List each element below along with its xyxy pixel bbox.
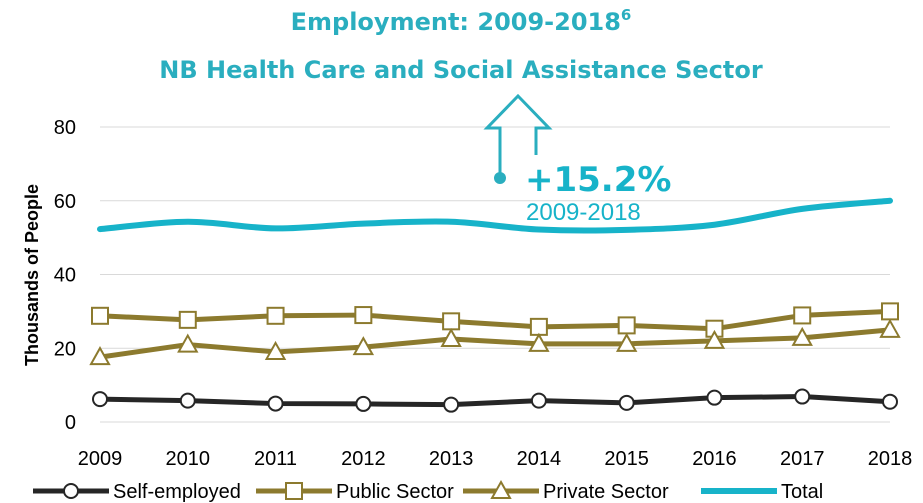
legend-item: Private Sector <box>463 479 669 503</box>
data-point <box>615 332 638 352</box>
chart-subtitle: NB Health Care and Social Assistance Sec… <box>159 56 763 84</box>
y-tick-label: 20 <box>54 338 76 360</box>
data-point <box>882 393 898 410</box>
x-tick-label: 2011 <box>254 448 297 470</box>
data-point <box>177 333 199 353</box>
series-line <box>97 308 893 332</box>
x-tick-label: 2016 <box>692 448 737 470</box>
data-point <box>266 306 285 325</box>
data-point <box>706 389 723 406</box>
data-point <box>529 317 548 336</box>
x-tick-label: 2009 <box>78 448 123 470</box>
legend-item: Public Sector <box>256 481 454 503</box>
up-arrow-icon <box>483 93 553 184</box>
series-private-sector <box>89 318 901 366</box>
y-axis-label: Thousands of People <box>22 184 42 366</box>
data-point <box>63 483 79 499</box>
series-group <box>89 197 901 413</box>
data-point <box>89 346 111 366</box>
data-point <box>617 316 636 335</box>
y-tick-labels: 0 20 40 60 80 <box>54 117 76 434</box>
data-point <box>355 395 372 412</box>
data-point <box>285 482 303 500</box>
data-point <box>443 396 460 413</box>
data-point <box>528 332 550 352</box>
data-point <box>267 395 284 412</box>
x-tick-labels: 2009 2010 2011 2012 2013 2014 2015 2016 2017 2018 <box>78 448 913 470</box>
data-point <box>791 326 813 346</box>
series-total <box>97 197 893 234</box>
data-point <box>352 336 375 356</box>
y-tick-label: 40 <box>54 265 76 287</box>
chart-title: Employment: 2009-20186 <box>291 6 632 36</box>
data-point <box>618 394 635 411</box>
growth-period: 2009-2018 <box>526 199 641 226</box>
data-point <box>881 302 899 321</box>
data-point <box>530 392 547 409</box>
x-tick-label: 2018 <box>868 448 913 470</box>
legend-label: Self-employed <box>113 481 241 503</box>
data-point <box>703 329 726 349</box>
legend-item: Total <box>701 481 823 503</box>
series-line <box>97 394 893 408</box>
x-tick-label: 2013 <box>429 448 474 470</box>
legend-item: Self-employed <box>33 481 241 503</box>
legend-label: Private Sector <box>543 481 669 503</box>
gridlines <box>100 126 890 423</box>
data-point <box>178 310 197 329</box>
data-point <box>440 327 462 348</box>
legend-label: Public Sector <box>336 481 454 503</box>
data-point <box>354 306 373 325</box>
series-line <box>97 197 893 234</box>
x-tick-label: 2015 <box>604 448 649 470</box>
data-point <box>490 479 512 499</box>
y-tick-label: 0 <box>65 412 76 434</box>
x-tick-label: 2017 <box>780 448 825 470</box>
legend-label: Total <box>781 481 823 503</box>
series-line <box>97 327 893 360</box>
data-point <box>794 388 811 405</box>
data-point <box>793 306 812 325</box>
x-tick-label: 2012 <box>341 448 386 470</box>
data-point <box>92 391 108 408</box>
y-tick-label: 60 <box>54 191 76 213</box>
legend: Self-employed Public Sector Private Sector… <box>33 479 823 503</box>
data-point <box>179 392 196 409</box>
x-tick-label: 2014 <box>517 448 562 470</box>
data-point <box>264 340 287 360</box>
data-point <box>91 306 109 325</box>
data-point <box>442 312 461 331</box>
y-tick-label: 80 <box>54 117 76 139</box>
series-self-employed <box>92 388 898 413</box>
growth-percent: +15.2% <box>525 160 671 200</box>
series-public-sector <box>91 302 899 338</box>
x-tick-label: 2010 <box>166 448 211 470</box>
data-point <box>879 318 901 338</box>
